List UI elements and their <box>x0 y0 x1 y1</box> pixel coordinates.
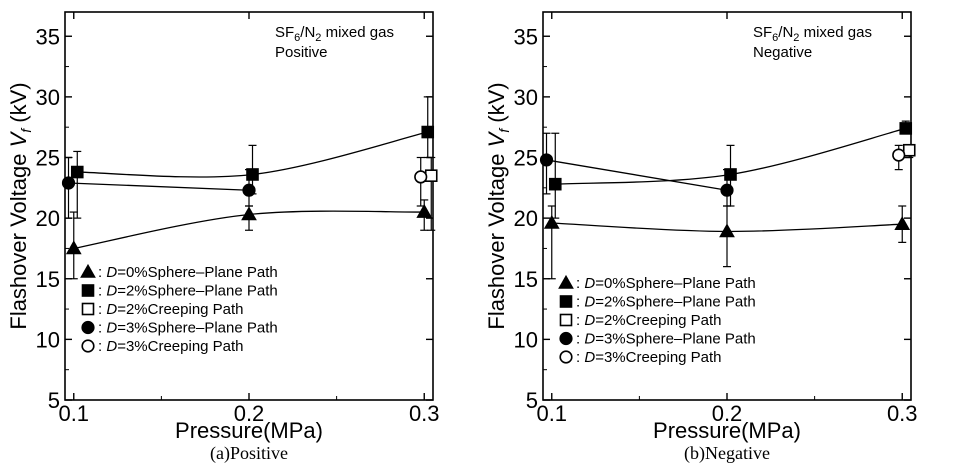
y-tick-label: 5 <box>526 388 538 413</box>
legend-marker <box>81 320 95 335</box>
y-axis-label: Flashover Voltage Vf (kV) <box>484 82 512 329</box>
legend-entry: : D=3%Creeping Path <box>98 338 244 355</box>
data-point <box>416 203 433 218</box>
y-tick-label: 30 <box>36 85 60 110</box>
legend-entry: : D=0%Sphere–Plane Path <box>576 275 756 292</box>
legend-entry: : D=3%Sphere–Plane Path <box>576 331 756 348</box>
data-point <box>543 214 560 229</box>
data-point <box>241 206 257 221</box>
y-tick-label: 25 <box>36 146 60 171</box>
legend-marker <box>81 339 95 353</box>
data-point <box>61 176 76 190</box>
x-tick-label: 0.1 <box>536 401 567 426</box>
legend-entry: : D=0%Sphere–Plane Path <box>98 264 278 281</box>
data-point <box>242 183 256 197</box>
y-tick-label: 15 <box>36 267 60 292</box>
data-point <box>414 170 428 184</box>
y-tick-label: 35 <box>36 24 60 49</box>
y-tick-label: 10 <box>514 327 538 352</box>
chart-panel-negative: 5 10 15 20 25 30 35 0.1 0.2 0.3 Pressure(MPa) Flash… <box>484 11 918 463</box>
series-curve <box>546 159 728 191</box>
data-point <box>548 177 562 191</box>
legend-marker <box>81 284 95 297</box>
data-point <box>899 122 913 135</box>
chart-panel-positive: 5 10 15 20 25 30 35 0.1 0.2 0.3 Pressure(MPa) Flash… <box>6 11 440 463</box>
y-tick-label: 30 <box>514 85 538 110</box>
x-tick-label: 0.3 <box>887 401 918 426</box>
y-tick-label: 10 <box>36 327 60 352</box>
y-axis-label: Flashover Voltage Vf (kV) <box>6 82 34 329</box>
data-point <box>246 168 259 181</box>
x-tick-label: 0.2 <box>234 401 265 426</box>
data-point <box>70 165 84 179</box>
data-point <box>424 169 438 182</box>
data-point <box>720 183 734 197</box>
y-tick-label: 35 <box>514 24 538 49</box>
series-curve <box>68 182 250 191</box>
data-point <box>421 125 435 139</box>
gas-annotation: SF6/N2 mixed gas <box>753 24 872 44</box>
data-point <box>539 153 554 167</box>
x-axis-label: Pressure(MPa) <box>175 418 323 443</box>
y-tick-label: 5 <box>48 388 60 413</box>
data-point <box>902 143 916 157</box>
y-tick-label: 20 <box>36 206 60 231</box>
polarity-annotation: Positive <box>275 44 328 61</box>
gas-annotation: SF6/N2 mixed gas <box>275 24 394 44</box>
panel-caption: (b)Negative <box>684 443 770 463</box>
x-axis-label: Pressure(MPa) <box>653 418 801 443</box>
data-point <box>719 223 735 238</box>
data-point <box>724 168 737 181</box>
x-tick-label: 0.3 <box>409 401 440 426</box>
legend-entry: : D=3%Creeping Path <box>576 349 722 366</box>
legend-entry: : D=3%Sphere–Plane Path <box>98 320 278 337</box>
legend-marker <box>80 263 96 278</box>
polarity-annotation: Negative <box>753 44 812 61</box>
x-tick-label: 0.1 <box>58 401 89 426</box>
legend-marker <box>559 331 573 346</box>
legend-entry: : D=2%Sphere–Plane Path <box>98 283 278 300</box>
legend-marker <box>559 313 573 327</box>
legend-entry: : D=2%Creeping Path <box>98 301 244 318</box>
y-tick-label: 25 <box>514 146 538 171</box>
data-point <box>894 216 911 230</box>
legend-marker <box>559 350 573 364</box>
legend-marker <box>559 295 573 308</box>
legend-entry: : D=2%Sphere–Plane Path <box>576 294 756 311</box>
data-point <box>65 240 82 255</box>
y-tick-label: 20 <box>514 206 538 231</box>
data-point <box>892 148 906 162</box>
y-tick-label: 15 <box>514 267 538 292</box>
panel-caption: (a)Positive <box>210 443 288 463</box>
legend-entry: : D=2%Creeping Path <box>576 312 722 329</box>
legend-marker <box>558 274 574 289</box>
x-tick-label: 0.2 <box>712 401 743 426</box>
legend-marker <box>81 302 95 316</box>
